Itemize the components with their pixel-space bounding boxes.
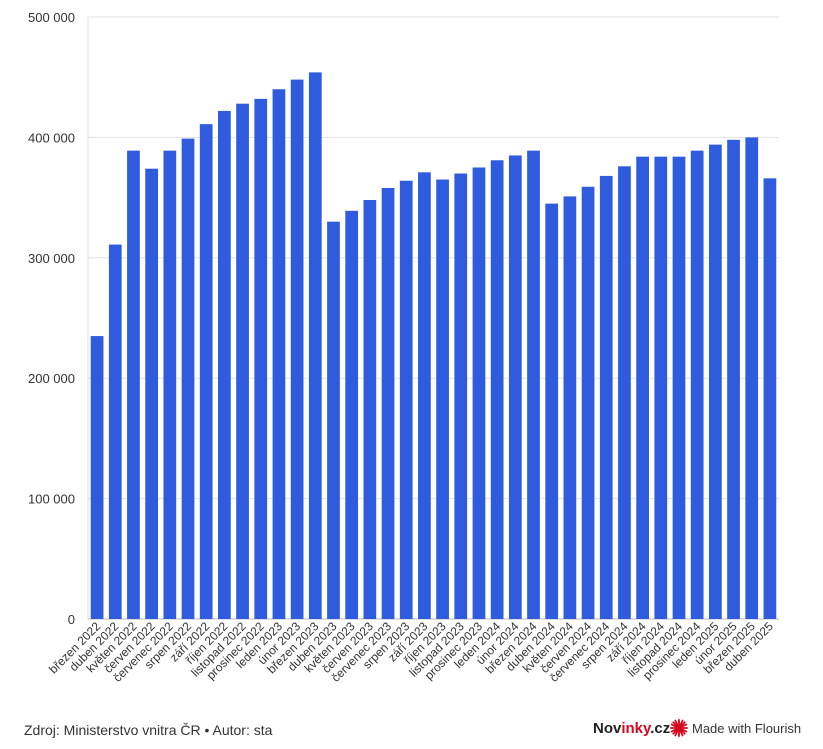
y-tick-label: 300 000 <box>28 251 75 266</box>
bar <box>327 221 340 619</box>
brand-domain-text: .cz <box>650 720 671 737</box>
brand-text: Nov <box>593 720 622 737</box>
bar <box>145 168 159 620</box>
bar <box>508 155 522 619</box>
bar <box>727 139 740 620</box>
bar <box>636 156 649 619</box>
y-tick-label: 200 000 <box>28 371 75 386</box>
bar <box>708 144 722 619</box>
bar <box>654 156 668 619</box>
bar <box>90 336 104 619</box>
bar <box>381 187 395 619</box>
bar <box>345 210 359 619</box>
bar <box>763 178 777 619</box>
bar <box>218 110 231 620</box>
bar <box>581 186 595 619</box>
source-text: Zdroj: Ministerstvo vnitra ČR • Autor: s… <box>24 722 273 738</box>
footer: Zdroj: Ministerstvo vnitra ČR • Autor: s… <box>0 712 823 744</box>
bar <box>599 175 613 620</box>
bar <box>454 173 468 619</box>
bar <box>672 156 686 619</box>
bar <box>745 137 759 619</box>
bar <box>127 150 140 620</box>
brand-accent-text: inky <box>621 720 651 737</box>
bar <box>108 244 122 619</box>
y-tick-label: 0 <box>68 612 75 627</box>
bar <box>436 179 449 620</box>
bar <box>254 98 268 619</box>
bar <box>418 172 431 620</box>
novinky-logo[interactable]: Novinky.cz <box>593 720 670 737</box>
bar <box>563 196 577 619</box>
bar <box>290 79 304 619</box>
y-tick-label: 100 000 <box>28 492 75 507</box>
bar-chart: 0 100 000 200 000 300 000 400 000 500 000 bře… <box>28 10 779 685</box>
bar <box>472 167 486 619</box>
bar <box>272 89 286 620</box>
y-tick-label: 400 000 <box>28 130 75 145</box>
y-axis: 0 100 000 200 000 300 000 400 000 500 000 <box>28 10 89 627</box>
bar <box>308 72 322 619</box>
bar <box>527 150 540 620</box>
bar <box>490 160 504 619</box>
y-tick-label: 500 000 <box>28 10 75 25</box>
flourish-icon <box>670 719 688 737</box>
bar <box>199 124 213 619</box>
bar <box>163 150 177 620</box>
bar <box>236 103 249 620</box>
bar <box>363 200 377 619</box>
bar <box>690 150 704 620</box>
bar <box>545 203 559 619</box>
bar <box>399 180 413 619</box>
flourish-label: Made with Flourish <box>692 720 802 736</box>
bar <box>181 138 195 619</box>
flourish-link[interactable]: Made with Flourish <box>670 718 801 738</box>
bar <box>618 166 631 619</box>
bars <box>90 72 777 620</box>
